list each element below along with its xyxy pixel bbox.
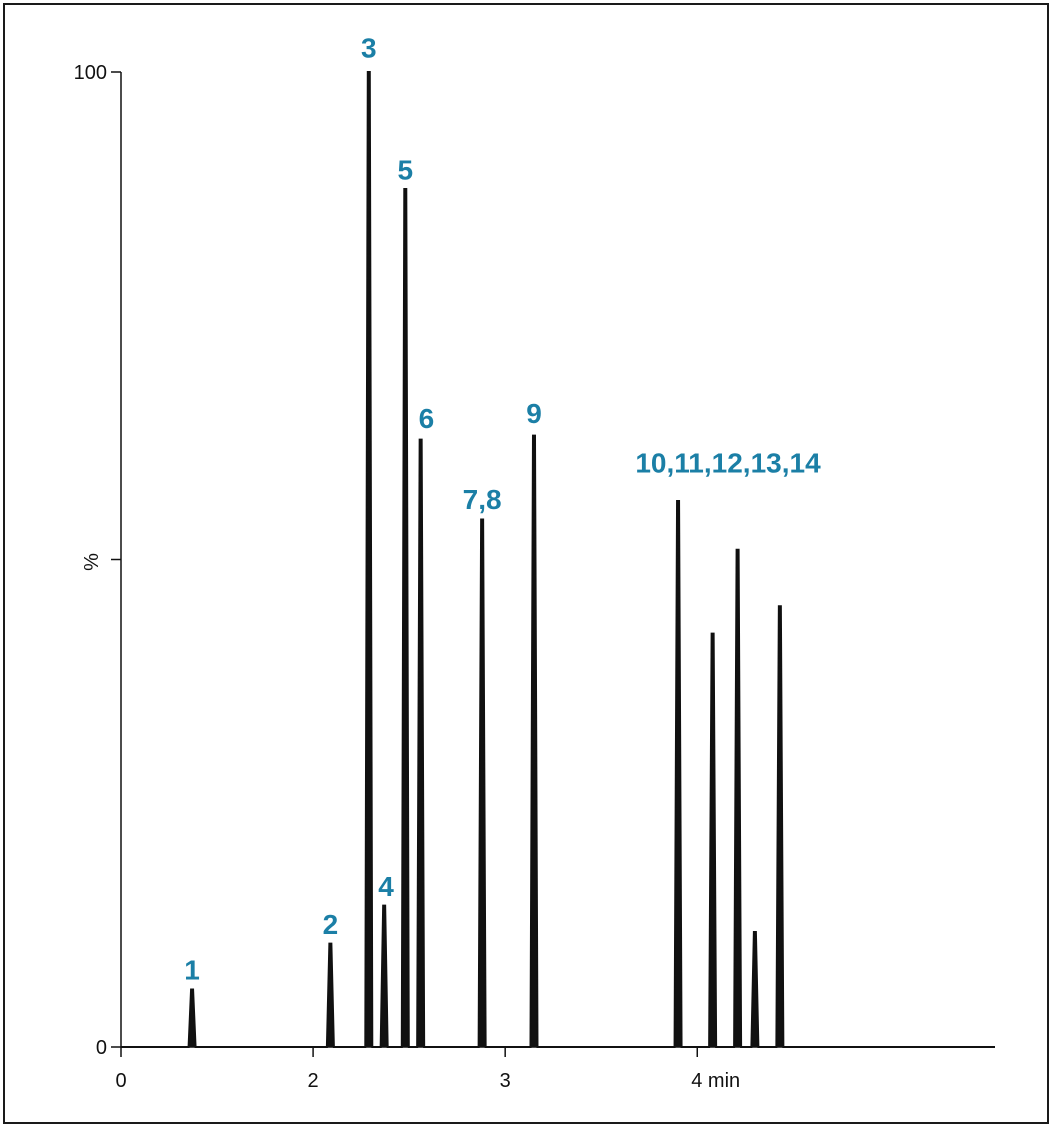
peak-label-1: 2 [323, 909, 339, 940]
y-tick-label-0: 0 [96, 1037, 107, 1059]
peak-5 [416, 439, 425, 1048]
axis-ticks: 0 2 3 4 min 0 100 [74, 62, 741, 1092]
peak-0 [188, 988, 197, 1048]
peak-8 [674, 500, 683, 1048]
peak-12 [775, 605, 784, 1048]
y-axis-label: % [81, 553, 103, 571]
peak-label-4: 5 [398, 154, 414, 185]
peak-labels: 1 2 3 4 5 6 7,8 9 10,11,12,13,14 [184, 32, 821, 985]
peak-label-3: 4 [378, 871, 394, 902]
y-tick-label-2: 100 [74, 62, 107, 84]
x-tick-label-2: 3 [500, 1070, 511, 1092]
peak-7 [529, 435, 538, 1048]
peak-11 [750, 931, 759, 1048]
peak-label-2: 3 [361, 32, 377, 63]
peak-6 [478, 519, 487, 1048]
chromatogram-trace [121, 71, 995, 1048]
peak-label-7: 9 [526, 398, 542, 429]
peak-3 [380, 905, 389, 1048]
trace-line [121, 71, 995, 1048]
peak-label-6: 7,8 [463, 484, 502, 515]
peak-label-8: 10,11,12,13,14 [635, 448, 821, 479]
chart-frame [3, 3, 1049, 1124]
x-tick-label-3: 4 min [691, 1070, 740, 1092]
x-tick-label-0: 0 [115, 1070, 126, 1092]
peak-label-5: 6 [419, 403, 435, 434]
peak-2 [364, 71, 373, 1048]
peak-label-0: 1 [184, 955, 200, 986]
x-tick-label-1: 2 [308, 1070, 319, 1092]
peak-1 [326, 943, 335, 1048]
peak-4 [401, 188, 410, 1048]
peak-9 [708, 633, 717, 1048]
peak-10 [733, 549, 742, 1048]
